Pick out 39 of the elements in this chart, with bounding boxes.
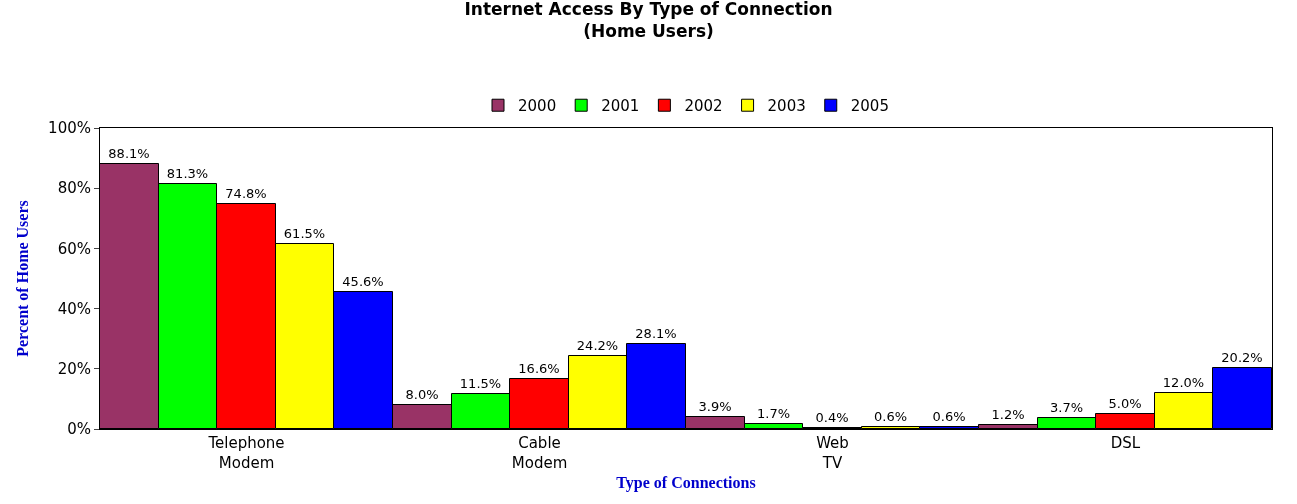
x-tick-label: Telephone Modem: [207, 434, 285, 472]
y-tick-label: 80%: [57, 179, 91, 198]
data-label: 11.5%: [459, 375, 502, 391]
chart-subtitle: (Home Users): [583, 21, 714, 42]
data-label: 16.6%: [518, 360, 560, 376]
legend-label: 2002: [684, 97, 723, 116]
y-tick-label: 20%: [57, 360, 91, 379]
data-label: 0.4%: [815, 409, 849, 425]
data-label: 88.1%: [108, 145, 150, 161]
y-tick-label: 0%: [67, 420, 91, 439]
data-label: 3.7%: [1049, 399, 1084, 415]
legend-label: 2001: [601, 97, 640, 116]
data-label: 74.8%: [225, 185, 267, 201]
data-label: 28.1%: [635, 325, 677, 341]
data-label: 20.2%: [1221, 349, 1263, 365]
y-tick-label: 60%: [57, 239, 91, 258]
data-label: 24.2%: [576, 337, 619, 353]
data-label: 45.6%: [342, 273, 384, 289]
y-axis-title: Percent of Home Users: [14, 200, 32, 357]
data-label: 3.9%: [698, 398, 732, 414]
x-tick-label: Web TV: [816, 434, 849, 472]
legend-label: 2003: [767, 97, 806, 116]
data-label: 12.0%: [1162, 374, 1205, 390]
legend-label: 2000: [518, 97, 557, 116]
y-tick-label: 40%: [57, 299, 91, 318]
x-tick-label: DSL: [1110, 434, 1141, 452]
x-axis-title: Type of Connections: [616, 474, 756, 493]
data-label: 0.6%: [873, 408, 908, 424]
y-tick-label: 100%: [48, 119, 91, 138]
legend-label: 2005: [850, 97, 889, 116]
data-label: 1.2%: [991, 406, 1025, 422]
data-label: 81.3%: [166, 165, 209, 181]
data-label: 0.6%: [932, 408, 966, 424]
data-label: 5.0%: [1108, 395, 1142, 411]
chart-title: Internet Access By Type of Connection: [464, 0, 833, 20]
data-label: 8.0%: [405, 386, 439, 402]
data-label: 61.5%: [283, 225, 326, 241]
data-label: 1.7%: [756, 405, 791, 421]
x-tick-label: Cable Modem: [511, 434, 568, 472]
